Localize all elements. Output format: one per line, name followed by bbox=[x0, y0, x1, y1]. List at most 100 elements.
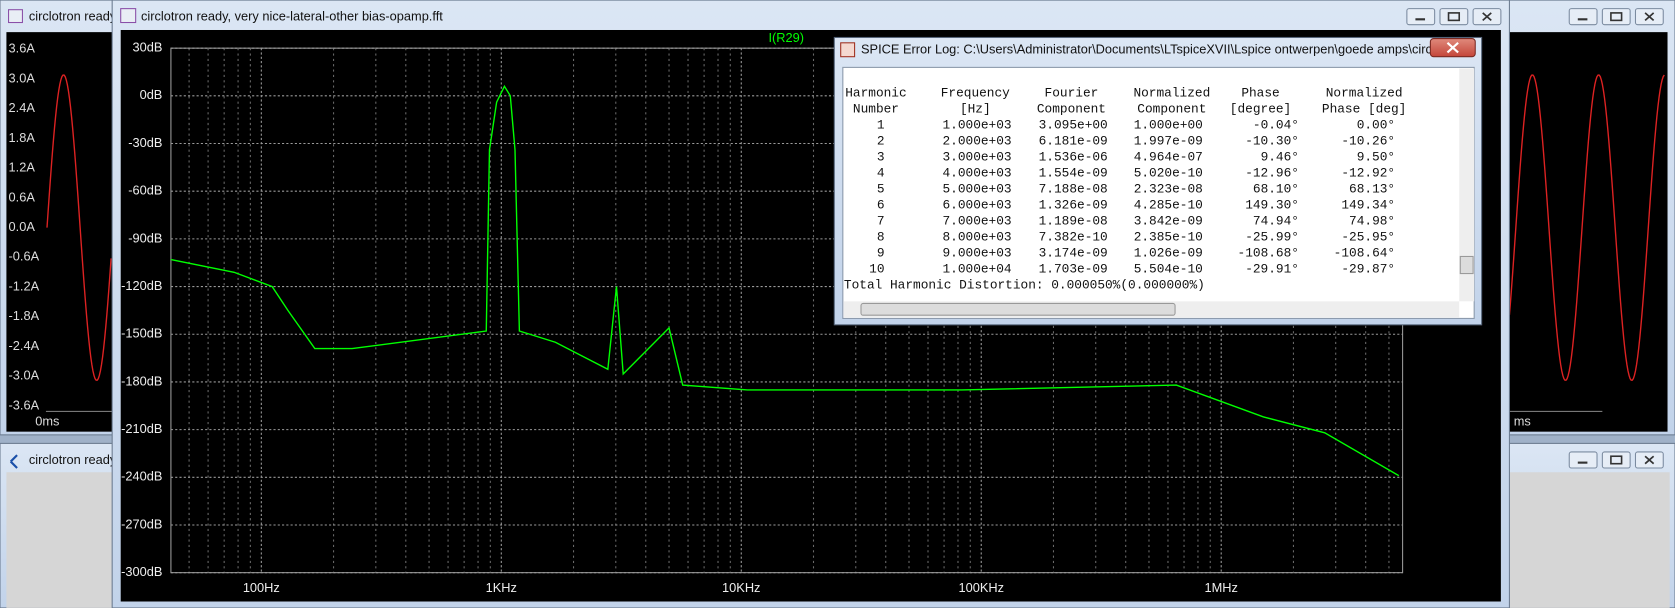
column-header: [degree] bbox=[1230, 101, 1291, 116]
table-cell: 1.000e+00 bbox=[1134, 117, 1203, 132]
table-cell: 5.020e-10 bbox=[1134, 166, 1203, 181]
table-cell: -0.04° bbox=[1253, 117, 1299, 132]
table-cell: -29.87° bbox=[1341, 262, 1395, 277]
table-cell: 2.000e+03 bbox=[942, 133, 1011, 148]
icon bbox=[1482, 12, 1492, 22]
table-cell: 68.13° bbox=[1349, 182, 1395, 197]
table-cell: 7.188e-08 bbox=[1039, 182, 1108, 197]
plot-area bbox=[1509, 32, 1668, 432]
x-tick-label: 100Hz bbox=[243, 580, 280, 595]
icon bbox=[1610, 455, 1623, 465]
column-header: Number bbox=[853, 101, 899, 116]
table-cell: 1.703e-09 bbox=[1039, 262, 1108, 277]
y-tick-label: 0.0A bbox=[9, 219, 36, 234]
table-cell: 68.10° bbox=[1253, 182, 1299, 197]
minimize-button[interactable] bbox=[1406, 8, 1436, 26]
table-cell: 1 bbox=[877, 117, 885, 132]
icon bbox=[1610, 12, 1623, 22]
table-cell: 1.554e-09 bbox=[1039, 166, 1108, 181]
table-cell: -108.64° bbox=[1334, 246, 1395, 261]
table-cell: 3.095e+00 bbox=[1039, 117, 1108, 132]
log-content bbox=[842, 66, 1475, 319]
table-cell: 4.285e-10 bbox=[1134, 198, 1203, 213]
y-tick-label: -150dB bbox=[121, 326, 162, 341]
table-cell: 4.964e-07 bbox=[1134, 150, 1203, 165]
column-header: Phase bbox=[1241, 85, 1279, 100]
table-cell: 5.000e+03 bbox=[942, 182, 1011, 197]
window-title: circlotron ready bbox=[29, 452, 117, 467]
window-content bbox=[1509, 472, 1670, 608]
table-cell: 9 bbox=[877, 246, 885, 261]
table-cell: 10 bbox=[869, 262, 884, 277]
scroll-thumb[interactable] bbox=[1459, 255, 1474, 275]
app-icon bbox=[120, 8, 137, 24]
table-cell: 3.000e+03 bbox=[942, 150, 1011, 165]
y-tick-label: 30dB bbox=[132, 40, 162, 55]
table-cell: 149.34° bbox=[1341, 198, 1395, 213]
table-cell: -29.91° bbox=[1245, 262, 1299, 277]
table-cell: -12.96° bbox=[1245, 166, 1299, 181]
x-tick-label: 10KHz bbox=[722, 580, 760, 595]
waveform bbox=[1508, 74, 1665, 381]
table-cell: 8 bbox=[877, 230, 885, 245]
table-cell: 74.94° bbox=[1253, 214, 1299, 229]
y-tick-label: -270dB bbox=[121, 516, 162, 531]
table-cell: 7.000e+03 bbox=[942, 214, 1011, 229]
column-header: Component bbox=[1137, 101, 1206, 116]
table-cell: -10.26° bbox=[1341, 133, 1395, 148]
table-cell: 2 bbox=[877, 133, 885, 148]
x-tick-label: 1KHz bbox=[486, 580, 517, 595]
column-header: Phase [deg] bbox=[1322, 101, 1406, 116]
table-cell: 9.000e+03 bbox=[942, 246, 1011, 261]
icon bbox=[1447, 12, 1461, 22]
table-cell: 1.997e-09 bbox=[1134, 133, 1203, 148]
table-cell: 5 bbox=[877, 182, 885, 197]
plot-area bbox=[6, 32, 124, 432]
waveform bbox=[46, 74, 112, 381]
x-tick-label: 0ms bbox=[35, 413, 59, 428]
y-tick-label: 2.4A bbox=[9, 100, 36, 115]
table-cell: 4 bbox=[877, 166, 885, 181]
x-tick-label: 1MHz bbox=[1205, 580, 1238, 595]
icon bbox=[1644, 12, 1655, 22]
app-icon bbox=[9, 454, 18, 469]
y-tick-label: -2.4A bbox=[9, 338, 40, 353]
minimize-button[interactable] bbox=[1568, 451, 1598, 469]
table-cell: 1.536e-06 bbox=[1039, 150, 1108, 165]
vertical-scrollbar[interactable] bbox=[1459, 68, 1475, 302]
table-cell: -108.68° bbox=[1238, 246, 1299, 261]
table-cell: 4.000e+03 bbox=[942, 166, 1011, 181]
table-cell: 149.30° bbox=[1245, 198, 1299, 213]
table-cell: 8.000e+03 bbox=[942, 230, 1011, 245]
table-cell: 3.842e-09 bbox=[1134, 214, 1203, 229]
window-content bbox=[6, 472, 124, 608]
y-tick-label: 1.8A bbox=[9, 130, 36, 145]
minimize-button[interactable] bbox=[1568, 8, 1598, 26]
y-tick-label: 0.6A bbox=[9, 189, 36, 204]
table-cell: 6 bbox=[877, 198, 885, 213]
y-tick-label: -300dB bbox=[121, 564, 162, 579]
window-title: circlotron ready bbox=[29, 9, 117, 24]
y-tick-label: 0dB bbox=[140, 87, 163, 102]
scroll-thumb[interactable] bbox=[860, 302, 1176, 316]
table-cell: 5.504e-10 bbox=[1134, 262, 1203, 277]
table-cell: 0.00° bbox=[1357, 117, 1395, 132]
column-header: Normalized bbox=[1133, 85, 1210, 100]
y-tick-label: -30dB bbox=[128, 135, 162, 150]
maximize-button[interactable] bbox=[1601, 8, 1631, 26]
icon bbox=[1415, 18, 1426, 21]
table-cell: 6.181e-09 bbox=[1039, 133, 1108, 148]
y-tick-label: -1.2A bbox=[9, 278, 40, 293]
maximize-button[interactable] bbox=[1601, 451, 1631, 469]
column-header: Normalized bbox=[1326, 85, 1403, 100]
y-tick-label: -210dB bbox=[121, 421, 162, 436]
column-header: Fourier bbox=[1045, 85, 1099, 100]
table-cell: -10.30° bbox=[1245, 133, 1299, 148]
fft-trace bbox=[170, 84, 1400, 477]
maximize-button[interactable] bbox=[1439, 8, 1469, 26]
window-title: circlotron ready, very nice-lateral-othe… bbox=[141, 9, 443, 24]
table-cell: 74.98° bbox=[1349, 214, 1395, 229]
table-cell: 1.000e+03 bbox=[942, 117, 1011, 132]
y-tick-label: 1.2A bbox=[9, 160, 36, 175]
